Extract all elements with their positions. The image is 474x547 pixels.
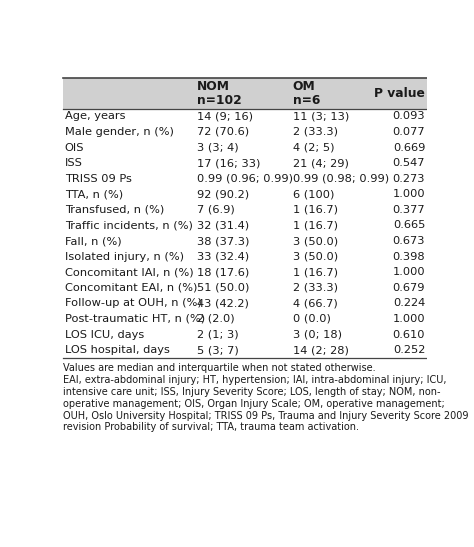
Text: 3 (50.0): 3 (50.0) bbox=[292, 236, 337, 246]
Text: 0.377: 0.377 bbox=[392, 205, 425, 215]
Text: 6 (100): 6 (100) bbox=[292, 189, 334, 199]
Text: 21 (4; 29): 21 (4; 29) bbox=[292, 158, 348, 168]
Text: 5 (3; 7): 5 (3; 7) bbox=[197, 345, 239, 355]
Text: TTA, n (%): TTA, n (%) bbox=[65, 189, 123, 199]
Text: 33 (32.4): 33 (32.4) bbox=[197, 252, 249, 261]
Text: 2 (33.3): 2 (33.3) bbox=[292, 127, 337, 137]
Text: 1.000: 1.000 bbox=[392, 189, 425, 199]
Text: Transfused, n (%): Transfused, n (%) bbox=[65, 205, 164, 215]
Text: 1 (16.7): 1 (16.7) bbox=[292, 220, 337, 230]
Text: Male gender, n (%): Male gender, n (%) bbox=[65, 127, 173, 137]
Text: n=102: n=102 bbox=[197, 94, 242, 107]
Text: 0.679: 0.679 bbox=[392, 283, 425, 293]
Text: Values are median and interquartile when not stated otherwise.: Values are median and interquartile when… bbox=[63, 363, 375, 374]
Text: 0.99 (0.98; 0.99): 0.99 (0.98; 0.99) bbox=[292, 174, 389, 184]
Text: 3 (50.0): 3 (50.0) bbox=[292, 252, 337, 261]
Text: 0.273: 0.273 bbox=[392, 174, 425, 184]
Text: Concomitant EAI, n (%): Concomitant EAI, n (%) bbox=[65, 283, 197, 293]
Text: 14 (9; 16): 14 (9; 16) bbox=[197, 112, 253, 121]
Text: revision Probability of survival; TTA, trauma team activation.: revision Probability of survival; TTA, t… bbox=[63, 422, 359, 432]
Text: 1.000: 1.000 bbox=[392, 267, 425, 277]
Text: NOM: NOM bbox=[197, 80, 230, 94]
Text: 3 (3; 4): 3 (3; 4) bbox=[197, 143, 238, 153]
Text: TRISS 09 Ps: TRISS 09 Ps bbox=[65, 174, 132, 184]
Text: Follow-up at OUH, n (%): Follow-up at OUH, n (%) bbox=[65, 299, 201, 309]
Text: 32 (31.4): 32 (31.4) bbox=[197, 220, 249, 230]
Text: 0.093: 0.093 bbox=[392, 112, 425, 121]
Text: P value: P value bbox=[374, 87, 425, 100]
Bar bbox=[63, 78, 427, 109]
Text: 51 (50.0): 51 (50.0) bbox=[197, 283, 249, 293]
Text: 1.000: 1.000 bbox=[392, 314, 425, 324]
Text: 0.610: 0.610 bbox=[392, 330, 425, 340]
Text: 14 (2; 28): 14 (2; 28) bbox=[292, 345, 348, 355]
Text: EAI, extra-abdominal injury; HT, hypertension; IAI, intra-abdominal injury; ICU,: EAI, extra-abdominal injury; HT, hyperte… bbox=[63, 375, 447, 385]
Text: 0.547: 0.547 bbox=[392, 158, 425, 168]
Text: 38 (37.3): 38 (37.3) bbox=[197, 236, 249, 246]
Text: operative management; OIS, Organ Injury Scale; OM, operative management;: operative management; OIS, Organ Injury … bbox=[63, 399, 445, 409]
Text: 92 (90.2): 92 (90.2) bbox=[197, 189, 249, 199]
Text: Post-traumatic HT, n (%): Post-traumatic HT, n (%) bbox=[65, 314, 205, 324]
Text: 0.398: 0.398 bbox=[392, 252, 425, 261]
Text: Fall, n (%): Fall, n (%) bbox=[65, 236, 121, 246]
Text: 4 (2; 5): 4 (2; 5) bbox=[292, 143, 334, 153]
Text: 43 (42.2): 43 (42.2) bbox=[197, 299, 249, 309]
Text: 0.252: 0.252 bbox=[393, 345, 425, 355]
Text: 3 (0; 18): 3 (0; 18) bbox=[292, 330, 342, 340]
Text: OUH, Oslo University Hospital; TRISS 09 Ps, Trauma and Injury Severity Score 200: OUH, Oslo University Hospital; TRISS 09 … bbox=[63, 411, 468, 421]
Text: Age, years: Age, years bbox=[65, 112, 125, 121]
Text: Concomitant IAI, n (%): Concomitant IAI, n (%) bbox=[65, 267, 193, 277]
Text: ISS: ISS bbox=[65, 158, 82, 168]
Text: 0.669: 0.669 bbox=[393, 143, 425, 153]
Text: LOS hospital, days: LOS hospital, days bbox=[65, 345, 170, 355]
Text: 72 (70.6): 72 (70.6) bbox=[197, 127, 249, 137]
Text: n=6: n=6 bbox=[292, 94, 320, 107]
Text: 0.077: 0.077 bbox=[392, 127, 425, 137]
Text: 11 (3; 13): 11 (3; 13) bbox=[292, 112, 349, 121]
Text: 2 (2.0): 2 (2.0) bbox=[197, 314, 235, 324]
Text: 7 (6.9): 7 (6.9) bbox=[197, 205, 235, 215]
Text: OIS: OIS bbox=[65, 143, 84, 153]
Text: 18 (17.6): 18 (17.6) bbox=[197, 267, 249, 277]
Text: LOS ICU, days: LOS ICU, days bbox=[65, 330, 144, 340]
Text: 0 (0.0): 0 (0.0) bbox=[292, 314, 330, 324]
Text: 4 (66.7): 4 (66.7) bbox=[292, 299, 337, 309]
Text: OM: OM bbox=[292, 80, 315, 94]
Text: intensive care unit; ISS, Injury Severity Score; LOS, length of stay; NOM, non-: intensive care unit; ISS, Injury Severit… bbox=[63, 387, 440, 397]
Text: 17 (16; 33): 17 (16; 33) bbox=[197, 158, 260, 168]
Text: 1 (16.7): 1 (16.7) bbox=[292, 267, 337, 277]
Text: Isolated injury, n (%): Isolated injury, n (%) bbox=[65, 252, 184, 261]
Text: 0.673: 0.673 bbox=[392, 236, 425, 246]
Text: Traffic incidents, n (%): Traffic incidents, n (%) bbox=[65, 220, 192, 230]
Text: 2 (1; 3): 2 (1; 3) bbox=[197, 330, 238, 340]
Text: 2 (33.3): 2 (33.3) bbox=[292, 283, 337, 293]
Text: 0.99 (0.96; 0.99): 0.99 (0.96; 0.99) bbox=[197, 174, 293, 184]
Text: 0.665: 0.665 bbox=[393, 220, 425, 230]
Text: 1 (16.7): 1 (16.7) bbox=[292, 205, 337, 215]
Text: 0.224: 0.224 bbox=[393, 299, 425, 309]
